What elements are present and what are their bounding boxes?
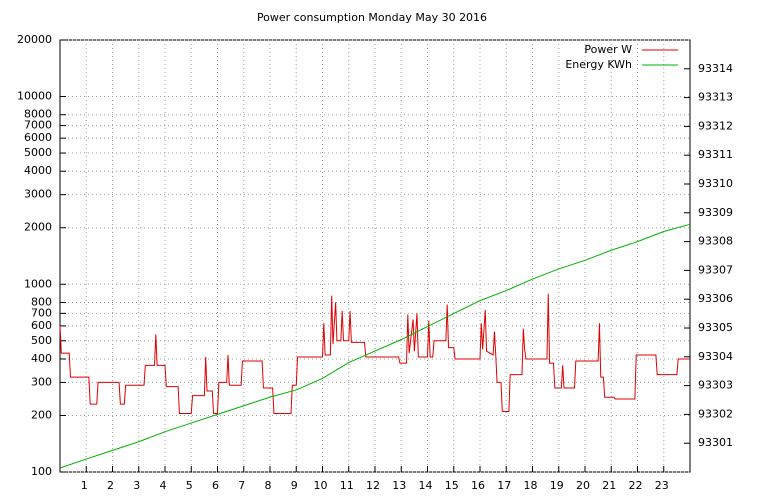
x-tick-label: 12 (366, 479, 380, 492)
series-line (59, 223, 691, 469)
x-tick-label: 6 (212, 479, 219, 492)
y-tick-label: 8000 (24, 108, 52, 121)
x-tick-label: 3 (133, 479, 140, 492)
y-tick-label: 7000 (24, 119, 52, 132)
x-tick-label: 21 (602, 479, 616, 492)
y2-tick-label: 93314 (698, 62, 733, 75)
chart-title: Power consumption Monday May 30 2016 (257, 11, 487, 24)
y2-tick-label: 93313 (698, 91, 733, 104)
y2-tick-label: 93301 (698, 436, 733, 449)
x-tick-label: 10 (314, 479, 328, 492)
y-tick-label: 10000 (17, 90, 52, 103)
x-tick-label: 18 (524, 479, 538, 492)
y-tick-label: 600 (31, 319, 52, 332)
y2-tick-label: 93311 (698, 148, 733, 161)
y2-tick-label: 93308 (698, 235, 733, 248)
x-tick-label: 17 (497, 479, 511, 492)
x-tick-label: 9 (291, 479, 298, 492)
y2-tick-label: 93305 (698, 321, 733, 334)
y2-tick-label: 93312 (698, 119, 733, 132)
y-tick-label: 300 (31, 375, 52, 388)
y2-tick-label: 93304 (698, 350, 733, 363)
y-tick-label: 800 (31, 295, 52, 308)
y-tick-label: 200 (31, 408, 52, 421)
y2-tick-label: 93307 (698, 263, 733, 276)
x-tick-label: 22 (629, 479, 643, 492)
x-tick-label: 2 (107, 479, 114, 492)
x-tick-label: 1 (81, 479, 88, 492)
series-line (59, 293, 690, 414)
y2-tick-label: 93306 (698, 292, 733, 305)
y-tick-label: 20000 (17, 33, 52, 46)
x-tick-label: 13 (392, 479, 406, 492)
x-tick-label: 23 (655, 479, 669, 492)
x-tick-label: 16 (471, 479, 485, 492)
y2-tick-label: 93310 (698, 177, 733, 190)
x-tick-label: 15 (445, 479, 459, 492)
x-tick-label: 8 (265, 479, 272, 492)
y-tick-label: 500 (31, 334, 52, 347)
y-tick-label: 5000 (24, 146, 52, 159)
y2-tick-label: 93309 (698, 206, 733, 219)
x-tick-label: 14 (419, 479, 433, 492)
y-tick-label: 100 (31, 465, 52, 478)
y-tick-label: 1000 (24, 277, 52, 290)
y-tick-label: 6000 (24, 131, 52, 144)
x-tick-label: 5 (186, 479, 193, 492)
y-tick-label: 3000 (24, 188, 52, 201)
x-tick-label: 20 (576, 479, 590, 492)
legend-label: Energy KWh (565, 58, 632, 71)
x-tick-label: 11 (340, 479, 354, 492)
x-tick-label: 4 (160, 479, 167, 492)
y-tick-label: 2000 (24, 221, 52, 234)
x-tick-label: 19 (550, 479, 564, 492)
y2-tick-label: 93303 (698, 379, 733, 392)
y-tick-label: 4000 (24, 164, 52, 177)
y2-tick-label: 93302 (698, 407, 733, 420)
y-tick-label: 700 (31, 306, 52, 319)
x-tick-label: 7 (238, 479, 245, 492)
y-tick-label: 400 (31, 352, 52, 365)
legend-label: Power W (584, 43, 632, 56)
